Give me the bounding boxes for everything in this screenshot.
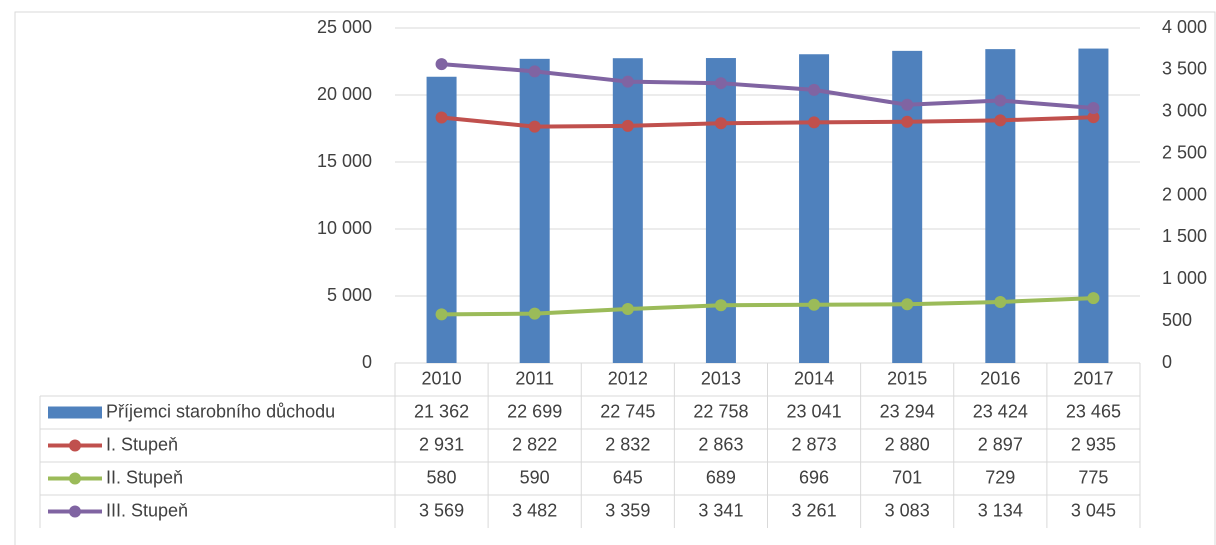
marker	[714, 299, 727, 312]
marker	[528, 65, 541, 78]
legend-key	[69, 439, 81, 452]
x-tick-label: 2012	[608, 368, 648, 388]
marker	[435, 111, 448, 124]
table-value: 22 758	[693, 401, 748, 421]
table-value: 22 699	[507, 401, 562, 421]
marker	[714, 77, 727, 90]
x-tick-label: 2013	[701, 368, 741, 388]
y-tick-label: 5 000	[327, 285, 372, 305]
line	[441, 115, 1094, 129]
marker	[994, 295, 1007, 308]
legend-key	[69, 505, 81, 518]
marker	[435, 308, 448, 321]
table-value: 3 045	[1071, 500, 1116, 520]
table-value: 645	[613, 467, 643, 487]
y2-tick-label: 3 000	[1162, 101, 1207, 121]
table-value: 3 359	[605, 500, 650, 520]
marker	[1087, 111, 1100, 124]
table-value: 2 822	[512, 434, 557, 454]
marker	[714, 117, 727, 130]
marker	[808, 298, 821, 311]
y2-tick-label: 4 000	[1162, 17, 1207, 37]
table-value: 2 897	[978, 434, 1023, 454]
marker	[621, 75, 634, 88]
table-value: 3 083	[885, 500, 930, 520]
table-value: 2 832	[605, 434, 650, 454]
table-value: 580	[427, 467, 457, 487]
marker	[1087, 101, 1100, 114]
y2-tick-label: 2 000	[1162, 184, 1207, 204]
x-tick-label: 2017	[1073, 368, 1113, 388]
bar	[612, 58, 643, 363]
y2-tick-label: 500	[1162, 310, 1192, 330]
marker	[901, 98, 914, 111]
table-value: 701	[892, 467, 922, 487]
x-tick-label: 2015	[887, 368, 927, 388]
table-value: 3 134	[978, 500, 1023, 520]
table-value: 3 261	[792, 500, 837, 520]
marker	[901, 115, 914, 128]
y2-tick-label: 1 500	[1162, 226, 1207, 246]
bar	[892, 50, 923, 363]
marker	[621, 302, 634, 315]
table-value: 23 465	[1066, 401, 1121, 421]
table-value: 696	[799, 467, 829, 487]
table-value: 23 424	[973, 401, 1028, 421]
table-value: 2 931	[419, 434, 464, 454]
y-tick-label: 25 000	[317, 17, 372, 37]
bar	[1078, 48, 1109, 363]
legend-label: II. Stupeň	[106, 467, 183, 487]
table-value: 3 482	[512, 500, 557, 520]
bar	[799, 54, 830, 363]
legend-key	[69, 472, 81, 485]
marker	[994, 94, 1007, 107]
marker	[1087, 292, 1100, 305]
table-value: 3 569	[419, 500, 464, 520]
table-value: 2 873	[792, 434, 837, 454]
table-value: 2 863	[698, 434, 743, 454]
marker	[528, 307, 541, 320]
x-tick-label: 2010	[422, 368, 462, 388]
table-value: 3 341	[698, 500, 743, 520]
marker	[621, 119, 634, 132]
table-value: 2 935	[1071, 434, 1116, 454]
bar	[705, 58, 736, 364]
y2-tick-label: 2 500	[1162, 142, 1207, 162]
marker	[901, 298, 914, 311]
table-value: 689	[706, 467, 736, 487]
table-value: 21 362	[414, 401, 469, 421]
legend-label: Příjemci starobního důchodu	[106, 401, 335, 421]
marker	[435, 58, 448, 71]
y2-tick-label: 1 000	[1162, 268, 1207, 288]
line	[441, 296, 1094, 317]
y-tick-label: 15 000	[317, 151, 372, 171]
legend-label: I. Stupeň	[106, 434, 178, 454]
table-value: 775	[1078, 467, 1108, 487]
chart-border	[14, 11, 1216, 545]
x-tick-label: 2016	[980, 368, 1020, 388]
x-tick-label: 2011	[515, 368, 554, 388]
x-tick-label: 2014	[794, 368, 834, 388]
y-tick-label: 0	[362, 352, 372, 372]
line	[441, 62, 1094, 110]
marker	[994, 114, 1007, 127]
table-value: 590	[520, 467, 550, 487]
table-value: 23 294	[880, 401, 935, 421]
y2-tick-label: 0	[1162, 352, 1172, 372]
table-value: 729	[985, 467, 1015, 487]
table-value: 2 880	[885, 434, 930, 454]
y2-tick-label: 3 500	[1162, 59, 1207, 79]
table-value: 23 041	[787, 401, 842, 421]
marker	[808, 83, 821, 96]
legend-key	[48, 406, 102, 419]
marker	[808, 116, 821, 129]
legend-label: III. Stupeň	[106, 500, 188, 520]
y-tick-label: 10 000	[317, 218, 372, 238]
table-value: 22 745	[600, 401, 655, 421]
marker	[528, 120, 541, 133]
y-tick-label: 20 000	[317, 84, 372, 104]
